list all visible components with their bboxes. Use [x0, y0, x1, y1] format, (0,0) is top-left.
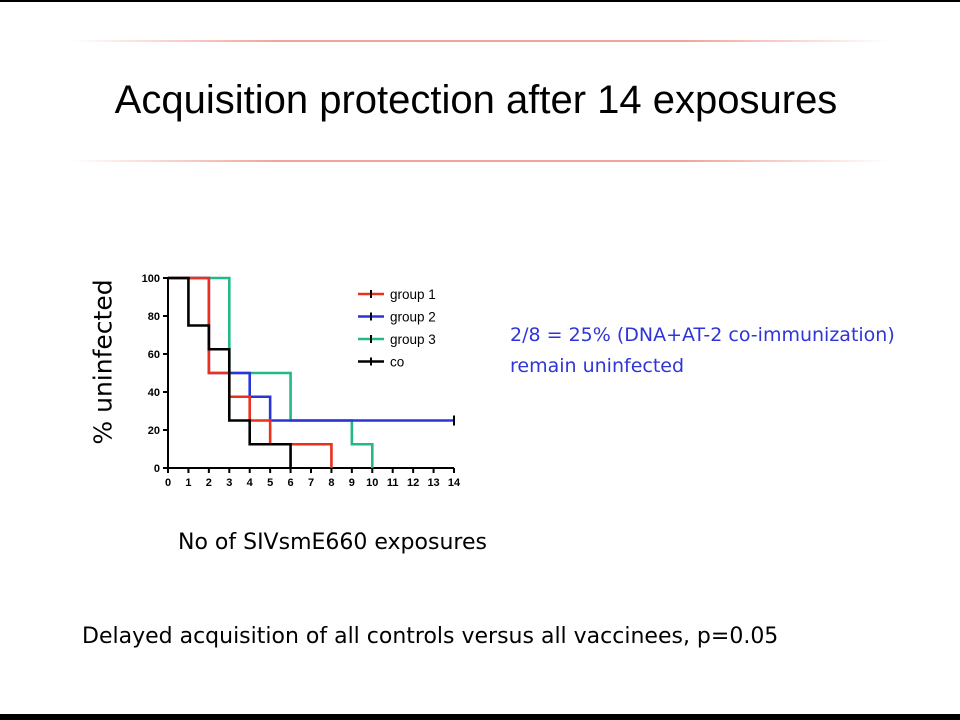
slide-top-border	[0, 0, 960, 2]
y-axis-label: % uninfected	[88, 279, 118, 445]
slide-bottom-border	[0, 714, 960, 720]
annotation-line-1: 2/8 = 25% (DNA+AT-2 co-immunization)	[510, 324, 895, 346]
x-tick-label: 5	[267, 477, 273, 489]
y-tick-label: 100	[142, 273, 160, 285]
legend-label: group 3	[390, 332, 436, 347]
legend-label: co	[390, 355, 404, 370]
x-tick-label: 1	[185, 477, 191, 489]
slide-title: Acquisition protection after 14 exposure…	[114, 78, 838, 122]
legend-label: group 2	[390, 310, 436, 325]
footnote-text: Delayed acquisition of all controls vers…	[82, 624, 779, 649]
title-rule-top	[70, 40, 890, 42]
x-tick-label: 13	[427, 477, 439, 489]
uninfected-annotation: 2/8 = 25% (DNA+AT-2 co-immunization) rem…	[510, 320, 895, 382]
x-tick-label: 3	[226, 477, 232, 489]
x-tick-label: 8	[328, 477, 334, 489]
x-tick-label: 7	[308, 477, 314, 489]
x-tick-label: 10	[366, 477, 378, 489]
title-rule-bottom	[70, 160, 890, 162]
annotation-line-2: remain uninfected	[510, 355, 685, 377]
x-tick-label: 9	[349, 477, 355, 489]
x-tick-label: 0	[165, 477, 171, 489]
x-axis-label: No of SIVsmE660 exposures	[178, 530, 487, 555]
x-tick-label: 14	[448, 477, 461, 489]
y-tick-label: 40	[148, 387, 160, 399]
series-line-co	[168, 276, 292, 468]
legend-label: group 1	[390, 287, 436, 302]
y-tick-label: 0	[154, 463, 160, 475]
y-tick-label: 20	[148, 425, 160, 437]
x-tick-label: 12	[407, 477, 419, 489]
y-tick-label: 80	[148, 311, 160, 323]
x-tick-label: 6	[288, 477, 294, 489]
x-tick-label: 11	[387, 477, 399, 489]
x-tick-label: 2	[206, 477, 212, 489]
y-tick-label: 60	[148, 349, 160, 361]
x-tick-label: 4	[247, 477, 254, 489]
